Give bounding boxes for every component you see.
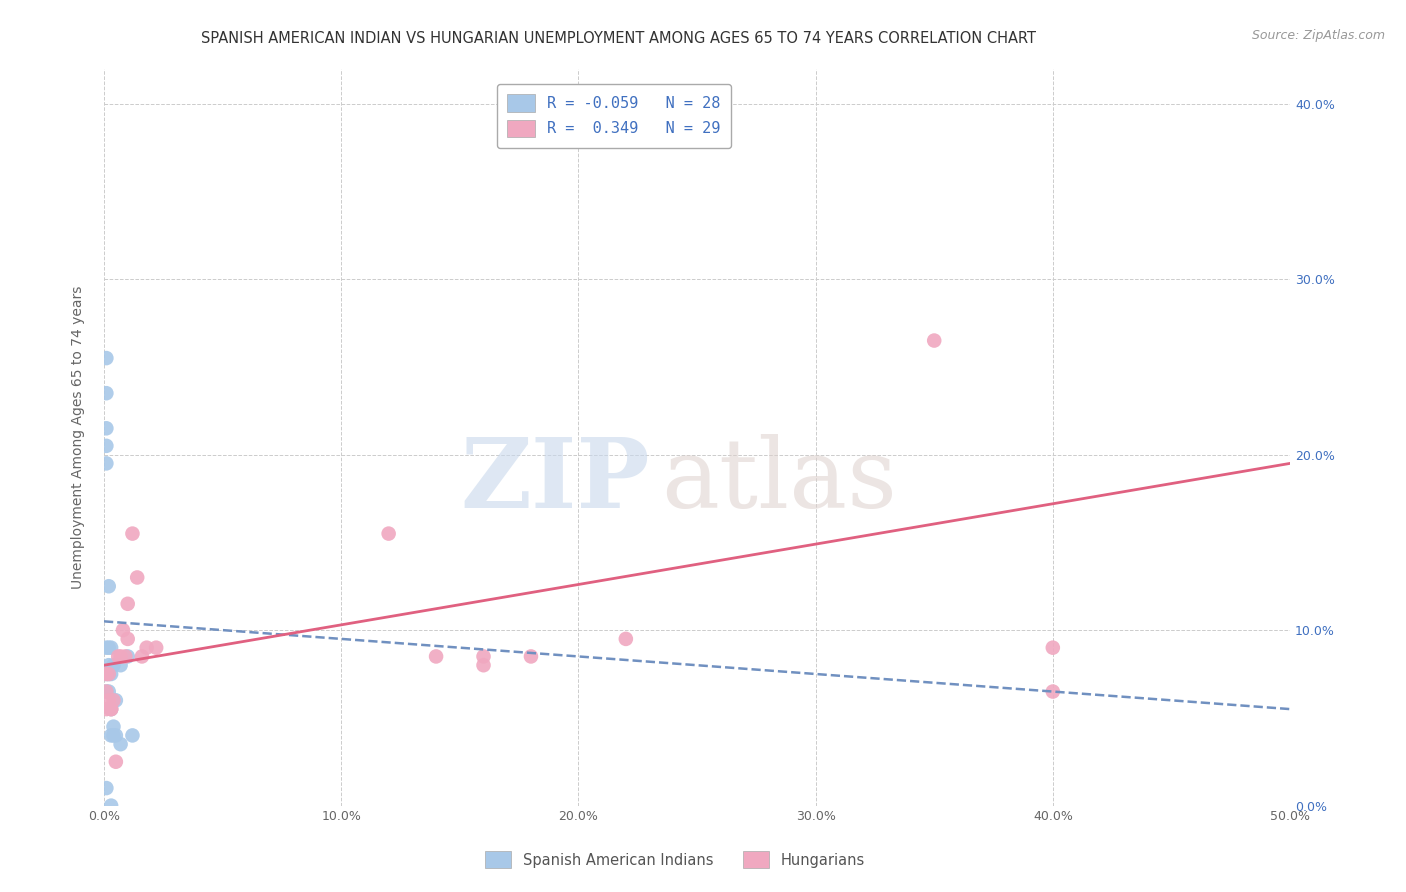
Point (110, 737, 132, 751)
Point (96, 421, 118, 435)
Point (121, 728, 143, 742)
Point (100, 702, 122, 716)
Point (97, 579, 120, 593)
Point (117, 597, 139, 611)
Point (96, 457, 118, 471)
Point (103, 720, 125, 734)
Point (472, 658, 495, 673)
Point (96, 640, 118, 655)
Point (135, 640, 157, 655)
Point (97, 658, 120, 673)
Point (145, 640, 167, 655)
Point (104, 755, 127, 769)
Legend: Spanish American Indians, Hungarians: Spanish American Indians, Hungarians (479, 846, 870, 874)
Point (1042, 640, 1064, 655)
Point (472, 649, 495, 664)
Y-axis label: Unemployment Among Ages 65 to 74 years: Unemployment Among Ages 65 to 74 years (72, 285, 86, 589)
Point (96, 667, 118, 681)
Point (96, 702, 118, 716)
Point (111, 623, 134, 637)
Point (100, 702, 122, 716)
Point (103, 658, 125, 673)
Point (614, 632, 637, 646)
Point (96, 667, 118, 681)
Point (96, 351, 118, 365)
Point (96, 780, 118, 795)
Point (104, 728, 127, 742)
Point (97, 693, 120, 707)
Point (107, 649, 129, 664)
Point (97, 684, 120, 698)
Point (97, 667, 120, 681)
Point (117, 632, 139, 646)
Point (104, 693, 127, 707)
Point (100, 728, 122, 742)
Point (96, 386, 118, 401)
Point (100, 667, 122, 681)
Point (520, 649, 543, 664)
Point (121, 526, 143, 541)
Point (117, 649, 139, 664)
Point (1042, 684, 1064, 698)
Point (377, 526, 399, 541)
Text: ZIP: ZIP (460, 434, 650, 528)
Point (97, 667, 120, 681)
Point (103, 728, 125, 742)
Text: atlas: atlas (661, 434, 897, 528)
Point (922, 334, 945, 348)
Point (127, 570, 149, 584)
Point (96, 684, 118, 698)
Point (131, 649, 153, 664)
Point (110, 649, 132, 664)
Text: SPANISH AMERICAN INDIAN VS HUNGARIAN UNEMPLOYMENT AMONG AGES 65 TO 74 YEARS CORR: SPANISH AMERICAN INDIAN VS HUNGARIAN UNE… (201, 31, 1036, 46)
Point (100, 798, 122, 813)
Point (114, 649, 136, 664)
Point (100, 702, 122, 716)
Point (425, 649, 447, 664)
Point (100, 640, 122, 655)
Point (96, 439, 118, 453)
Point (110, 658, 132, 673)
Point (103, 693, 125, 707)
Point (97, 640, 120, 655)
Point (96, 684, 118, 698)
Text: Source: ZipAtlas.com: Source: ZipAtlas.com (1251, 29, 1385, 42)
Legend: R = -0.059   N = 28, R =  0.349   N = 29: R = -0.059 N = 28, R = 0.349 N = 29 (496, 84, 731, 148)
